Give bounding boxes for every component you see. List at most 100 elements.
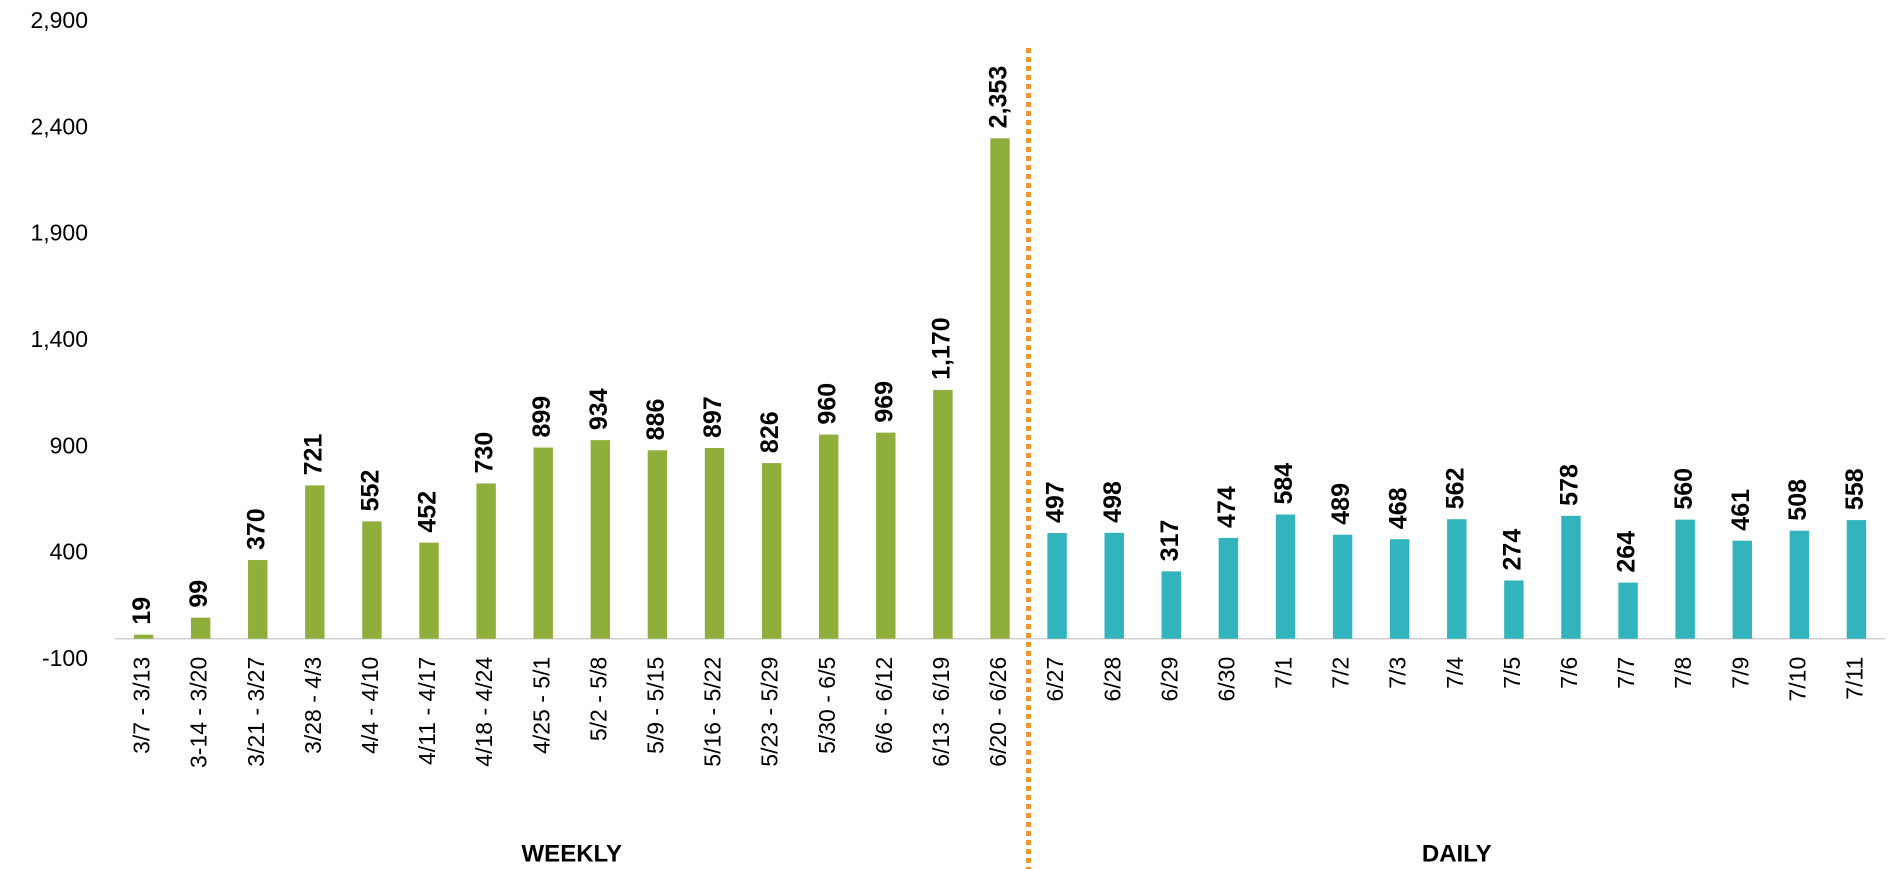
x-tick-label: 4/25 - 5/1 <box>528 657 554 754</box>
x-tick-label: 6/20 - 6/26 <box>985 657 1011 767</box>
bar <box>1504 580 1524 639</box>
data-label: 969 <box>870 381 898 423</box>
x-tick-label: 4/4 - 4/10 <box>357 657 383 754</box>
bar <box>190 617 211 639</box>
x-tick-label: 5/30 - 6/5 <box>814 657 840 754</box>
bar <box>704 447 725 639</box>
x-tick-label: 6/28 <box>1099 657 1125 702</box>
data-label: 826 <box>756 411 784 453</box>
bar <box>1732 540 1752 639</box>
data-label: 960 <box>813 383 841 425</box>
bar <box>419 542 439 639</box>
bar <box>876 432 896 639</box>
bar <box>1846 520 1867 639</box>
data-label: 498 <box>1099 481 1127 523</box>
data-label: 886 <box>642 399 670 441</box>
y-tick-label: 2,400 <box>30 113 88 139</box>
data-label: 19 <box>128 597 156 625</box>
data-label: 2,353 <box>985 66 1013 129</box>
bar <box>248 560 268 639</box>
x-tick-label: 6/27 <box>1042 657 1068 702</box>
bar <box>476 483 496 639</box>
y-tick-label: 900 <box>50 432 88 458</box>
x-tick-label: 5/9 - 5/15 <box>642 657 668 754</box>
bar <box>1447 519 1467 639</box>
x-tick-label: 6/6 - 6/12 <box>871 657 897 754</box>
data-label: 730 <box>471 432 499 474</box>
bar <box>362 521 382 639</box>
data-label: 560 <box>1670 468 1698 510</box>
data-label: 562 <box>1441 467 1469 509</box>
data-label: 497 <box>1042 481 1070 523</box>
x-tick-label: 5/2 - 5/8 <box>585 657 611 741</box>
x-tick-label: 7/10 <box>1784 657 1810 702</box>
x-tick-label: 7/4 <box>1442 657 1468 689</box>
x-tick-label: 7/11 <box>1842 657 1868 700</box>
bar <box>1789 530 1810 639</box>
x-tick-label: 7/5 <box>1499 657 1525 689</box>
x-tick-label: 6/30 <box>1213 657 1239 702</box>
x-tick-label: 3/7 - 3/13 <box>129 657 155 754</box>
data-label: 508 <box>1784 479 1812 521</box>
bar <box>1275 514 1296 639</box>
x-tick-label: 6/13 - 6/19 <box>928 657 954 767</box>
bar <box>1104 532 1124 639</box>
data-label: 474 <box>1213 486 1241 528</box>
x-tick-label: 7/2 <box>1328 657 1354 689</box>
bar <box>990 138 1010 639</box>
data-label: 461 <box>1727 489 1755 531</box>
data-label: 899 <box>528 396 556 438</box>
y-tick-label: 1,400 <box>30 326 88 352</box>
x-tick-label: 6/29 <box>1156 657 1182 702</box>
x-tick-label: 5/23 - 5/29 <box>757 657 783 767</box>
y-tick-label: 400 <box>50 539 88 565</box>
bar <box>761 463 782 639</box>
bar <box>1561 515 1581 639</box>
x-tick-label: 7/1 <box>1271 657 1297 689</box>
x-tick-label: 4/18 - 4/24 <box>471 657 497 767</box>
bar <box>1618 582 1638 639</box>
x-tick-label: 4/11 - 4/17 <box>414 657 440 765</box>
bar <box>133 634 154 639</box>
bar <box>1161 571 1181 639</box>
data-label: 1,170 <box>928 317 956 380</box>
bar <box>1218 537 1239 639</box>
bar <box>647 450 668 639</box>
y-tick-label: -100 <box>42 645 88 671</box>
bar <box>1675 519 1695 639</box>
data-label: 578 <box>1556 464 1584 506</box>
group-label: DAILY <box>1422 840 1492 867</box>
x-tick-label: 7/6 <box>1556 657 1582 689</box>
bar <box>533 447 553 639</box>
x-tick-label: 7/3 <box>1385 657 1411 689</box>
x-tick-label: 3/21 - 3/27 <box>243 657 269 767</box>
x-tick-label: 3-14 - 3/20 <box>186 657 212 768</box>
bar <box>1047 533 1067 639</box>
y-tick-label: 2,900 <box>30 7 88 33</box>
data-label: 264 <box>1613 531 1641 573</box>
data-label: 317 <box>1156 520 1184 562</box>
data-label: 468 <box>1384 487 1412 529</box>
x-tick-label: 5/16 - 5/22 <box>700 657 726 767</box>
y-tick-label: 1,900 <box>30 220 88 246</box>
data-label: 584 <box>1270 463 1298 505</box>
group-label: WEEKLY <box>522 840 622 867</box>
x-tick-label: 7/8 <box>1670 657 1696 689</box>
x-tick-label: 3/28 - 4/3 <box>300 657 326 754</box>
data-label: 370 <box>242 508 270 550</box>
bar <box>305 485 325 639</box>
bar <box>819 434 839 639</box>
bar <box>1332 534 1353 639</box>
data-label: 897 <box>699 396 727 438</box>
data-label: 934 <box>585 388 613 430</box>
data-label: 721 <box>299 434 327 476</box>
data-label: 558 <box>1841 468 1869 510</box>
data-label: 552 <box>357 470 385 512</box>
data-label: 489 <box>1327 483 1355 525</box>
bar <box>590 440 611 639</box>
bar <box>1389 539 1410 639</box>
data-label: 274 <box>1498 529 1526 571</box>
bar <box>933 389 953 639</box>
data-label: 452 <box>414 491 442 533</box>
